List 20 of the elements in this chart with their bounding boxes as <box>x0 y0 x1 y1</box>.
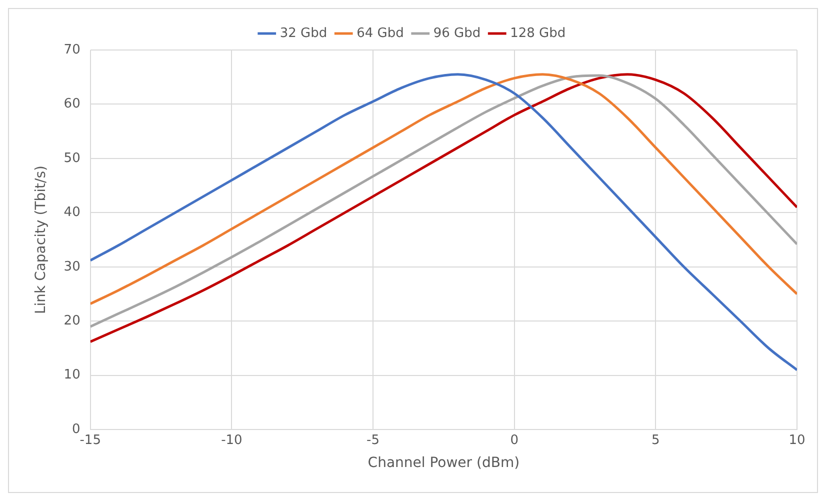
x-axis-title: Channel Power (dBm) <box>368 455 520 472</box>
y-axis-title: Link Capacity (Tbit/s) <box>33 166 50 314</box>
x-tick-label: -5 <box>366 432 380 448</box>
x-tick-label: 0 <box>510 432 518 448</box>
y-tick-label: 70 <box>64 42 80 58</box>
y-tick-label: 30 <box>64 259 80 274</box>
y-tick-label: 0 <box>72 422 80 437</box>
y-tick-label: 40 <box>64 205 80 220</box>
x-tick-label: 10 <box>788 432 806 448</box>
legend-label: 96 Gbd <box>433 26 481 41</box>
x-tick-label: -10 <box>221 432 242 448</box>
y-tick-label: 50 <box>64 150 80 166</box>
legend-label: 32 Gbd <box>280 26 328 41</box>
y-tick-label: 10 <box>64 368 80 383</box>
y-tick-label: 60 <box>64 96 80 112</box>
x-tick-label: -15 <box>80 432 101 448</box>
x-tick-label: 5 <box>652 432 660 448</box>
legend-label: 128 Gbd <box>510 26 566 41</box>
y-tick-label: 20 <box>64 314 80 329</box>
legend-label: 64 Gbd <box>356 26 404 41</box>
